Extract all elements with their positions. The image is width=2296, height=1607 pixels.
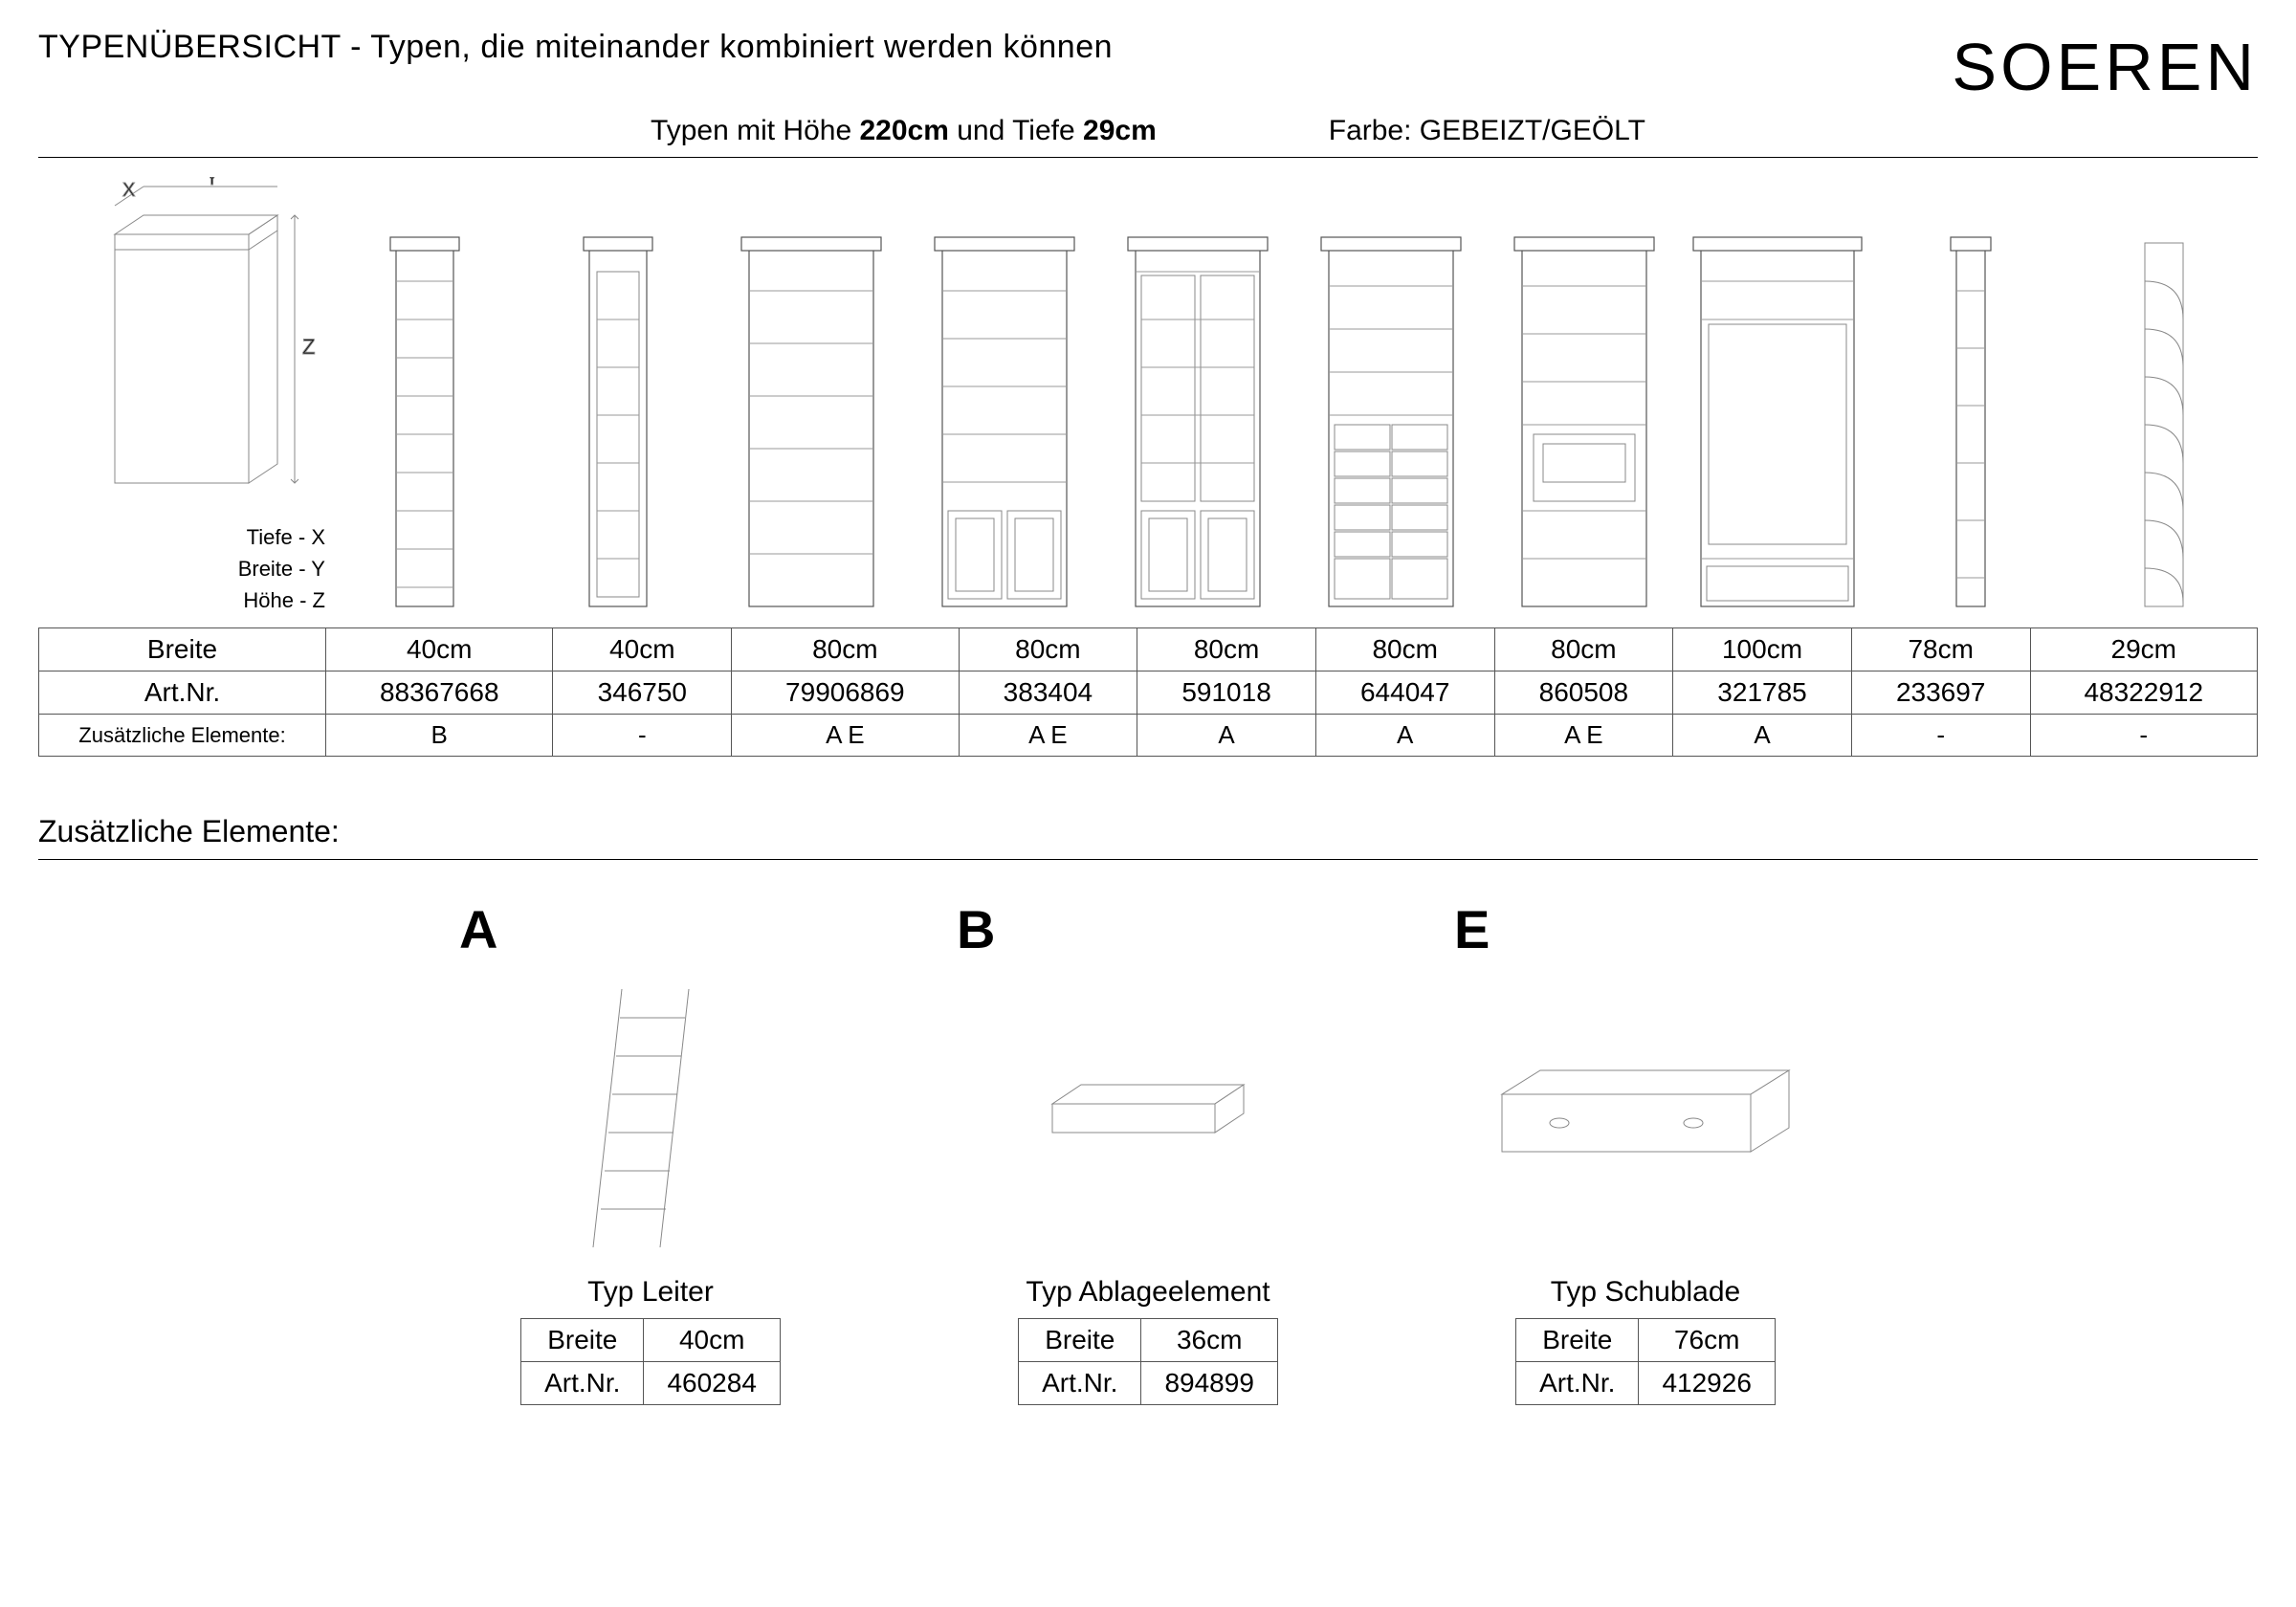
extra-letter: A xyxy=(459,898,842,960)
subtitle-depth: 29cm xyxy=(1083,115,1157,146)
extra-table: Breite76cm Art.Nr.412926 xyxy=(1515,1318,1776,1405)
cell-breite: 78cm xyxy=(1851,628,2030,671)
color-label: Farbe: xyxy=(1329,115,1420,146)
extra-artnr-label: Art.Nr. xyxy=(1019,1362,1141,1405)
extra-item: B Typ Ablageelement Breite36cm Art.Nr.89… xyxy=(957,898,1339,1405)
subtitle: Typen mit Höhe 220cm und Tiefe 29cm Farb… xyxy=(38,115,2258,147)
extra-breite: 76cm xyxy=(1639,1319,1775,1362)
extra-breite: 40cm xyxy=(644,1319,780,1362)
extra-type: Typ Leiter xyxy=(459,1276,842,1309)
cell-breite: 40cm xyxy=(553,628,732,671)
unit-diagram xyxy=(580,233,656,616)
cell-breite: 29cm xyxy=(2030,628,2258,671)
cell-breite: 40cm xyxy=(326,628,553,671)
unit-diagram xyxy=(1126,233,1269,616)
dimension-key: Tiefe - X Breite - Y Höhe - Z xyxy=(238,521,325,616)
cell-breite: 80cm xyxy=(1137,628,1316,671)
cell-extras: - xyxy=(1851,715,2030,757)
cell-extras: A E xyxy=(732,715,959,757)
extra-letter: B xyxy=(957,898,1339,960)
extra-artnr-label: Art.Nr. xyxy=(521,1362,644,1405)
ladder-icon xyxy=(584,970,718,1257)
unit-diagram xyxy=(1691,233,1864,616)
shelf-element-icon xyxy=(1024,1056,1272,1171)
cell-extras: - xyxy=(553,715,732,757)
cell-artnr: 346750 xyxy=(553,671,732,715)
color-value: GEBEIZT/GEÖLT xyxy=(1420,115,1645,146)
row-breite: Breite 40cm 40cm 80cm 80cm 80cm 80cm 80c… xyxy=(39,628,2258,671)
cell-artnr: 383404 xyxy=(959,671,1137,715)
extra-artnr: 460284 xyxy=(644,1362,780,1405)
svg-text:Z: Z xyxy=(302,335,315,359)
subtitle-prefix: Typen mit Höhe xyxy=(651,115,859,146)
cell-extras: - xyxy=(2030,715,2258,757)
cell-artnr: 860508 xyxy=(1494,671,1673,715)
row-extras: Zusätzliche Elemente: B - A E A E A A A … xyxy=(39,715,2258,757)
cell-breite: 100cm xyxy=(1673,628,1852,671)
cell-artnr: 321785 xyxy=(1673,671,1852,715)
cell-extras: A xyxy=(1673,715,1852,757)
unit-diagram xyxy=(386,233,463,616)
cell-extras: B xyxy=(326,715,553,757)
drawer-icon xyxy=(1483,1046,1808,1180)
svg-text:X: X xyxy=(122,180,135,201)
separator xyxy=(38,157,2258,158)
extra-table: Breite40cm Art.Nr.460284 xyxy=(520,1318,781,1405)
extra-type: Typ Schublade xyxy=(1454,1276,1837,1309)
cell-breite: 80cm xyxy=(1315,628,1494,671)
dimkey-y: Breite - Y xyxy=(238,553,325,584)
cell-breite: 80cm xyxy=(732,628,959,671)
extra-artnr: 412926 xyxy=(1639,1362,1775,1405)
extra-letter: E xyxy=(1454,898,1837,960)
cell-extras: A E xyxy=(959,715,1137,757)
separator xyxy=(38,859,2258,860)
label-breite: Breite xyxy=(39,628,326,671)
extra-item: E Typ Schublade Breite76cm Art.Nr.412926 xyxy=(1454,898,1837,1405)
dimension-diagram: X Y Z xyxy=(77,177,325,521)
cell-breite: 80cm xyxy=(959,628,1137,671)
unit-diagram xyxy=(933,233,1076,616)
dimkey-x: Tiefe - X xyxy=(238,521,325,553)
extra-breite-label: Breite xyxy=(1019,1319,1141,1362)
extra-breite: 36cm xyxy=(1141,1319,1277,1362)
cell-artnr: 233697 xyxy=(1851,671,2030,715)
cell-artnr: 644047 xyxy=(1315,671,1494,715)
extras-row: A Typ Leiter Breite40cm Art.Nr.460284 xyxy=(38,898,2258,1405)
cell-artnr: 79906869 xyxy=(732,671,959,715)
dimkey-z: Höhe - Z xyxy=(238,584,325,616)
cell-artnr: 88367668 xyxy=(326,671,553,715)
subtitle-mid: und Tiefe xyxy=(949,115,1083,146)
unit-diagram xyxy=(1937,233,2004,616)
row-artnr: Art.Nr. 88367668 346750 79906869 383404 … xyxy=(39,671,2258,715)
page-title: TYPENÜBERSICHT - Typen, die miteinander … xyxy=(38,29,1113,66)
unit-diagram xyxy=(1319,233,1463,616)
unit-diagram xyxy=(2126,233,2202,616)
label-artnr: Art.Nr. xyxy=(39,671,326,715)
svg-text:Y: Y xyxy=(206,177,218,189)
cell-artnr: 591018 xyxy=(1137,671,1316,715)
cell-artnr: 48322912 xyxy=(2030,671,2258,715)
subtitle-height: 220cm xyxy=(859,115,948,146)
label-extras: Zusätzliche Elemente: xyxy=(39,715,326,757)
extra-breite-label: Breite xyxy=(1516,1319,1639,1362)
cell-extras: A xyxy=(1137,715,1316,757)
unit-diagram xyxy=(1512,233,1656,616)
extras-section-title: Zusätzliche Elemente: xyxy=(38,814,2258,849)
brand-logo: SOEREN xyxy=(1952,29,2258,105)
extra-breite-label: Breite xyxy=(521,1319,644,1362)
extra-type: Typ Ablageelement xyxy=(957,1276,1339,1309)
cell-extras: A E xyxy=(1494,715,1673,757)
cell-breite: 80cm xyxy=(1494,628,1673,671)
extra-artnr: 894899 xyxy=(1141,1362,1277,1405)
main-table: Breite 40cm 40cm 80cm 80cm 80cm 80cm 80c… xyxy=(38,627,2258,757)
extra-table: Breite36cm Art.Nr.894899 xyxy=(1018,1318,1278,1405)
extra-artnr-label: Art.Nr. xyxy=(1516,1362,1639,1405)
cell-extras: A xyxy=(1315,715,1494,757)
unit-diagram xyxy=(740,233,883,616)
diagrams-row: X Y Z Tiefe - X Breite - Y Höhe - Z xyxy=(38,177,2258,616)
extra-item: A Typ Leiter Breite40cm Art.Nr.460284 xyxy=(459,898,842,1405)
